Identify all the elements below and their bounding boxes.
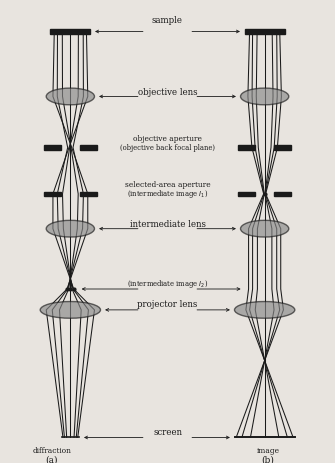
Ellipse shape: [40, 302, 100, 319]
Bar: [245, 30, 285, 34]
Text: diffraction: diffraction: [32, 446, 71, 455]
Bar: [274, 146, 291, 150]
Text: (intermediate image $I_1$): (intermediate image $I_1$): [127, 188, 208, 200]
Text: objective aperture: objective aperture: [133, 135, 202, 143]
Text: (intermediate image $I_2$): (intermediate image $I_2$): [127, 277, 208, 289]
Text: selected-area aperture: selected-area aperture: [125, 181, 210, 189]
Text: image: image: [257, 446, 279, 455]
Bar: [238, 146, 255, 150]
Bar: [44, 146, 61, 150]
Bar: [44, 193, 61, 196]
Bar: [238, 193, 255, 196]
Text: projector lens: projector lens: [137, 299, 198, 308]
Text: (objective back focal plane): (objective back focal plane): [120, 144, 215, 152]
Text: objective lens: objective lens: [138, 88, 197, 97]
Text: (b): (b): [262, 455, 274, 463]
Text: sample: sample: [152, 16, 183, 25]
Bar: [274, 193, 291, 196]
Ellipse shape: [241, 221, 289, 238]
Text: intermediate lens: intermediate lens: [130, 219, 205, 229]
Ellipse shape: [46, 221, 94, 238]
Text: (a): (a): [46, 455, 58, 463]
Ellipse shape: [241, 89, 289, 106]
Bar: [80, 193, 97, 196]
Bar: [50, 30, 90, 34]
Bar: [80, 146, 97, 150]
Ellipse shape: [46, 89, 94, 106]
Ellipse shape: [234, 302, 295, 319]
Text: screen: screen: [153, 427, 182, 436]
